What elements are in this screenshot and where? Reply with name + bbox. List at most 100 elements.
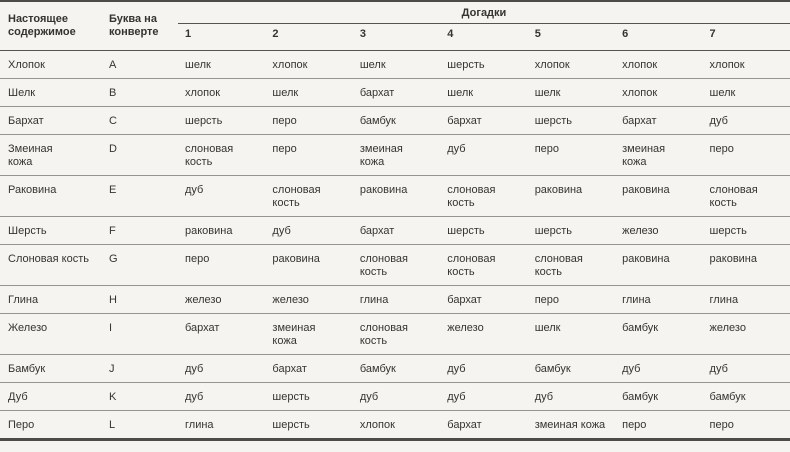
guess-cell: перо xyxy=(702,134,790,176)
guess-cell: железо xyxy=(265,285,353,314)
header-guess-number: 6 xyxy=(615,23,703,51)
guess-cell: шерсть xyxy=(440,50,528,79)
guess-cell: раковина xyxy=(265,244,353,286)
guess-cell: хлопок xyxy=(178,78,266,107)
guess-cell: слоновая кость xyxy=(440,175,528,217)
guess-cell: шерсть xyxy=(440,216,528,245)
guess-cell: змеиная кожа xyxy=(615,134,703,176)
guess-cell: перо xyxy=(265,134,353,176)
real-content-cell: Бархат xyxy=(0,106,97,135)
real-content-cell: Шерсть xyxy=(0,216,97,245)
guess-cell: раковина xyxy=(352,175,441,217)
guess-cell: дуб xyxy=(615,354,703,383)
guess-cell: дуб xyxy=(352,382,441,411)
header-envelope-letter: Буква на конверте xyxy=(97,1,178,51)
guess-cell: бархат xyxy=(178,313,266,355)
real-content-cell: Перо xyxy=(0,410,97,440)
table-container: Настоящее содержимое Буква на конверте Д… xyxy=(0,0,790,441)
table-header: Настоящее содержимое Буква на конверте Д… xyxy=(0,1,790,51)
guess-cell: глина xyxy=(352,285,441,314)
letter-cell: E xyxy=(97,175,178,217)
guess-cell: перо xyxy=(527,134,616,176)
guess-cell: дуб xyxy=(702,106,790,135)
guess-cell: змеиная кожа xyxy=(265,313,353,355)
real-content-cell: Дуб xyxy=(0,382,97,411)
guess-cell: бархат xyxy=(440,410,528,440)
guess-cell: раковина xyxy=(527,175,616,217)
guess-cell: глина xyxy=(178,410,266,440)
guess-cell: бамбук xyxy=(352,106,441,135)
header-guess-number: 4 xyxy=(440,23,528,51)
guess-cell: дуб xyxy=(178,382,266,411)
real-content-cell: Шелк xyxy=(0,78,97,107)
guess-cell: шерсть xyxy=(527,106,616,135)
guess-cell: хлопок xyxy=(615,78,703,107)
guess-cell: дуб xyxy=(265,216,353,245)
guess-cell: шерсть xyxy=(702,216,790,245)
header-guess-number: 1 xyxy=(178,23,266,51)
real-content-cell: Змеиная кожа xyxy=(0,134,97,176)
guess-cell: бамбук xyxy=(615,382,703,411)
guess-cell: бархат xyxy=(440,106,528,135)
guess-cell: шелк xyxy=(527,78,616,107)
guess-cell: бархат xyxy=(440,285,528,314)
header-guesses: Догадки xyxy=(178,1,790,24)
guess-cell: шелк xyxy=(702,78,790,107)
guess-cell: дуб xyxy=(440,354,528,383)
guess-cell: дуб xyxy=(178,175,266,217)
guess-cell: железо xyxy=(178,285,266,314)
letter-cell: F xyxy=(97,216,178,245)
guess-cell: дуб xyxy=(527,382,616,411)
guess-cell: шелк xyxy=(440,78,528,107)
guess-cell: хлопок xyxy=(615,50,703,79)
guess-cell: бамбук xyxy=(702,382,790,411)
guess-cell: перо xyxy=(702,410,790,440)
letter-cell: K xyxy=(97,382,178,411)
guess-cell: железо xyxy=(615,216,703,245)
guess-cell: железо xyxy=(440,313,528,355)
guess-cell: хлопок xyxy=(702,50,790,79)
real-content-cell: Железо xyxy=(0,313,97,355)
guess-cell: перо xyxy=(527,285,616,314)
header-guess-number: 2 xyxy=(265,23,353,51)
guess-cell: глина xyxy=(615,285,703,314)
guess-cell: хлопок xyxy=(527,50,616,79)
guess-cell: перо xyxy=(615,410,703,440)
real-content-cell: Раковина xyxy=(0,175,97,217)
guess-cell: слоновая кость xyxy=(527,244,616,286)
guess-cell: глина xyxy=(702,285,790,314)
guess-cell: дуб xyxy=(702,354,790,383)
real-content-cell: Бамбук xyxy=(0,354,97,383)
guess-cell: шелк xyxy=(265,78,353,107)
guess-cell: слоновая кость xyxy=(352,244,441,286)
guess-cell: бархат xyxy=(265,354,353,383)
guess-cell: перо xyxy=(178,244,266,286)
guess-cell: бамбук xyxy=(527,354,616,383)
guess-cell: шелк xyxy=(527,313,616,355)
guess-cell: бамбук xyxy=(615,313,703,355)
header-real-content: Настоящее содержимое xyxy=(0,1,97,51)
letter-cell: D xyxy=(97,134,178,176)
guess-cell: слоновая кость xyxy=(352,313,441,355)
header-guess-number: 3 xyxy=(352,23,441,51)
guess-cell: шелк xyxy=(178,50,266,79)
guess-cell: бархат xyxy=(352,216,441,245)
real-content-cell: Хлопок xyxy=(0,50,97,79)
letter-cell: I xyxy=(97,313,178,355)
guess-cell: дуб xyxy=(178,354,266,383)
guess-cell: слоновая кость xyxy=(265,175,353,217)
guess-cell: раковина xyxy=(178,216,266,245)
guess-cell: бархат xyxy=(615,106,703,135)
letter-cell: A xyxy=(97,50,178,79)
guess-cell: перо xyxy=(265,106,353,135)
letter-cell: G xyxy=(97,244,178,286)
guess-cell: бамбук xyxy=(352,354,441,383)
